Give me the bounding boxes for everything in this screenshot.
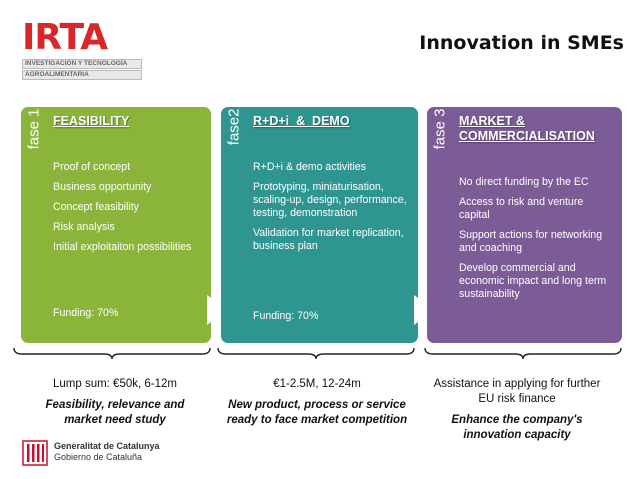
phase-3-items: No direct funding by the EC Access to ri… (459, 176, 614, 308)
phase-2-items: R+D+i & demo activities Prototyping, min… (253, 161, 410, 260)
phase-3-title: MARKET & COMMERCIALISATION (459, 114, 595, 143)
page-title: Innovation in SMEs (419, 32, 624, 54)
caption-1-line: Lump sum: €50k, 6-12m (52, 378, 177, 390)
list-item: Develop commercial and economic impact a… (459, 262, 607, 300)
generalitat-logo: Generalitat de Catalunya Gobierno de Cat… (22, 438, 162, 468)
generalitat-emblem-icon (22, 440, 48, 466)
caption-2: €1-2.5M, 12-24m New product, process or … (222, 377, 412, 428)
list-item: R+D+i & demo activities (253, 161, 367, 173)
phase-1-title: FEASIBILITY (53, 114, 130, 128)
list-item: Risk analysis (53, 221, 115, 233)
list-item: Prototyping, miniaturisation, scaling-up… (253, 181, 407, 219)
generalitat-text: Generalitat de Catalunya Gobierno de Cat… (54, 441, 160, 463)
list-item: No direct funding by the EC (459, 176, 589, 188)
list-item: Initial exploitaiton possibilities (53, 241, 192, 253)
caption-3: Assistance in applying for further EU ri… (432, 377, 602, 443)
caption-1: Lump sum: €50k, 6-12m Feasibility, relev… (30, 377, 200, 428)
logo-subtitle: INVESTIGACIÓN Y TECNOLOGÍA AGROALIMENTAR… (22, 59, 142, 81)
list-item: Concept feasibility (53, 201, 139, 213)
generalitat-line-2: Gobierno de Cataluña (54, 452, 143, 462)
brace-3 (423, 346, 623, 360)
caption-2-line: €1-2.5M, 12-24m (273, 378, 361, 390)
phase-3-panel: fase 3 MARKET & COMMERCIALISATION No dir… (427, 107, 622, 343)
caption-2-emphasis: New product, process or service ready to… (226, 399, 408, 426)
phase-2-funding: Funding: 70% (253, 310, 319, 322)
list-item: Access to risk and venture capital (459, 196, 584, 221)
phase-1-items: Proof of concept Business opportunity Co… (53, 161, 203, 261)
brace-2 (216, 346, 416, 360)
phase-2-panel: fase2 R+D+i & DEMO R+D+i & demo activiti… (221, 107, 418, 343)
irta-logo: IRTA INVESTIGACIÓN Y TECNOLOGÍA AGROALIM… (22, 17, 142, 81)
list-item: Business opportunity (53, 181, 152, 193)
logo-wordmark: IRTA (22, 17, 108, 58)
phase-2-label: fase2 (225, 108, 243, 146)
phase-2-title: R+D+i & DEMO (253, 114, 350, 128)
generalitat-line-1: Generalitat de Catalunya (54, 441, 160, 451)
logo-line-1: INVESTIGACIÓN Y TECNOLOGÍA (22, 59, 142, 69)
caption-3-line: Assistance in applying for further EU ri… (433, 378, 601, 405)
phase-1-panel: fase 1 FEASIBILITY Proof of concept Busi… (21, 107, 211, 343)
phase-1-label: fase 1 (25, 108, 43, 150)
brace-1 (12, 346, 212, 360)
list-item: Support actions for networking and coach… (459, 229, 603, 254)
phase-3-label: fase 3 (431, 108, 449, 150)
phase-1-funding: Funding: 70% (53, 307, 119, 319)
logo-line-2: AGROALIMENTARIA (22, 70, 142, 80)
list-item: Validation for market replication, busin… (253, 227, 404, 252)
caption-3-emphasis: Enhance the company's innovation capacit… (451, 414, 583, 441)
caption-1-emphasis: Feasibility, relevance and market need s… (45, 399, 185, 426)
list-item: Proof of concept (53, 161, 131, 173)
